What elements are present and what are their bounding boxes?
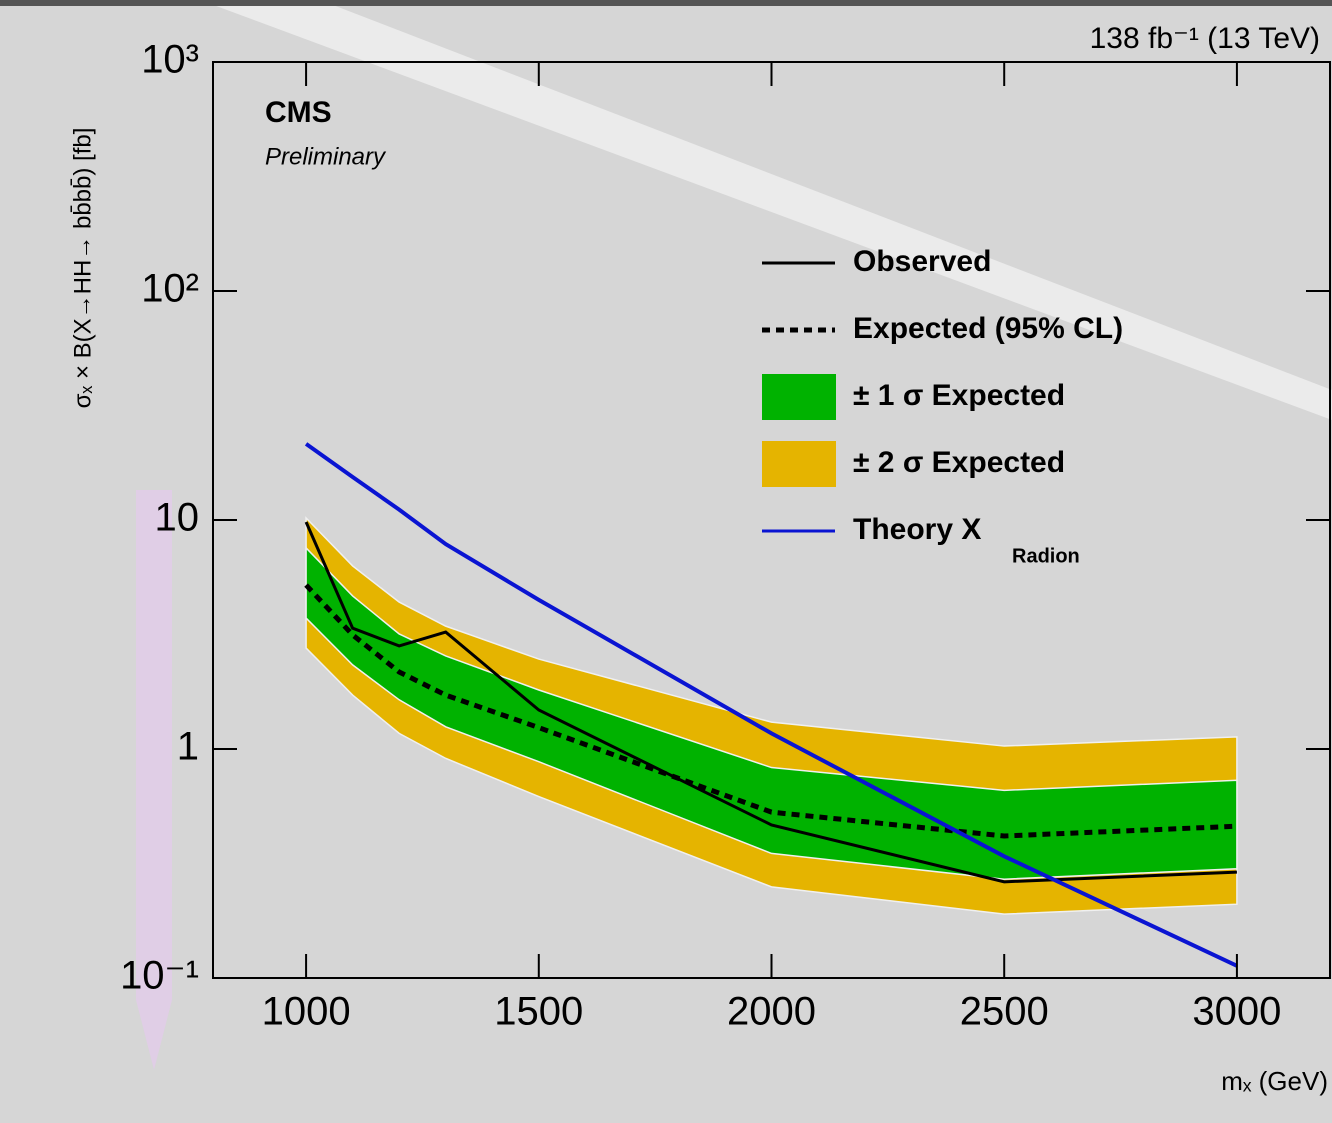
y-tick-label: 10⁻¹ bbox=[120, 954, 199, 998]
decor-arrow bbox=[136, 490, 172, 1070]
data-line bbox=[304, 583, 1238, 839]
legend-swatch bbox=[762, 374, 836, 420]
experiment-label: CMS bbox=[265, 96, 332, 129]
top-edge bbox=[0, 0, 1332, 6]
x-tick-label: 2000 bbox=[727, 990, 816, 1034]
y-tick-label: 10 bbox=[155, 496, 200, 540]
x-axis-label: mₓ (GeV) bbox=[1221, 1066, 1328, 1096]
legend-label: Observed bbox=[853, 245, 991, 278]
data-line bbox=[304, 442, 1238, 968]
decor-stripe bbox=[200, 0, 1332, 420]
legend-label: ± 1 σ Expected bbox=[853, 379, 1065, 412]
x-tick-label: 2500 bbox=[960, 990, 1049, 1034]
legend-subscript: Radion bbox=[1012, 545, 1080, 567]
legend-label: Theory X bbox=[853, 513, 981, 546]
y-axis-label: σₓ × B(X→HH→ bb̄bb̄) [fb] bbox=[69, 128, 96, 409]
status-label: Preliminary bbox=[265, 143, 387, 170]
x-tick-label: 1500 bbox=[494, 990, 583, 1034]
lumi-label: 138 fb⁻¹ (13 TeV) bbox=[1090, 22, 1320, 55]
legend-label: Expected (95% CL) bbox=[853, 312, 1123, 345]
error-band bbox=[305, 546, 1238, 880]
legend-swatch bbox=[762, 441, 836, 487]
x-tick-label: 1000 bbox=[262, 990, 351, 1034]
y-tick-label: 10³ bbox=[141, 38, 199, 82]
x-tick-label: 3000 bbox=[1192, 990, 1281, 1034]
y-tick-label: 10² bbox=[141, 267, 199, 311]
data-line bbox=[304, 521, 1237, 884]
legend-label: ± 2 σ Expected bbox=[853, 446, 1065, 479]
y-tick-label: 1 bbox=[177, 725, 199, 769]
